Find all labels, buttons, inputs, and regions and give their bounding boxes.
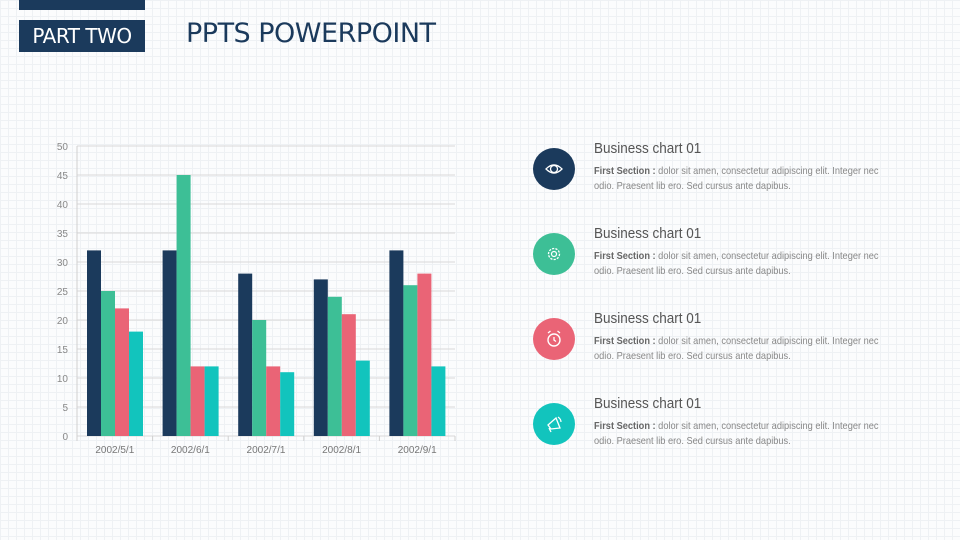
y-tick-label: 50 xyxy=(57,142,69,153)
y-tick-label: 0 xyxy=(62,432,68,443)
item-title: Business chart 01 xyxy=(594,310,702,327)
bar xyxy=(129,331,143,436)
bar xyxy=(417,273,432,436)
bar xyxy=(313,279,328,436)
y-tick-label: 45 xyxy=(57,171,69,182)
bar xyxy=(252,320,267,436)
page-title: PPTS POWERPOINT xyxy=(186,18,436,49)
bar xyxy=(431,366,446,436)
item-text: dolor sit amen, consectetur adipiscing e… xyxy=(594,420,879,447)
bar xyxy=(162,250,177,436)
x-tick-label: 2002/9/1 xyxy=(398,445,437,456)
bar xyxy=(190,366,205,436)
bar xyxy=(327,296,342,436)
y-tick-label: 10 xyxy=(57,374,69,385)
info-item: Business chart 01 First Section : dolor … xyxy=(533,395,913,475)
bar xyxy=(101,291,115,436)
item-title: Business chart 01 xyxy=(594,140,702,157)
bar xyxy=(115,308,129,436)
y-tick-label: 25 xyxy=(57,287,69,298)
icon-circle xyxy=(533,403,575,445)
icon-circle xyxy=(533,148,575,190)
y-tick-label: 35 xyxy=(57,229,69,240)
x-tick-label: 2002/7/1 xyxy=(247,445,286,456)
bar xyxy=(341,314,356,436)
y-tick-label: 5 xyxy=(62,403,68,414)
y-tick-label: 20 xyxy=(57,316,69,327)
item-text: dolor sit amen, consectetur adipiscing e… xyxy=(594,165,879,192)
megaphone-icon xyxy=(547,416,562,433)
item-description: First Section : dolor sit amen, consecte… xyxy=(594,334,884,364)
bar xyxy=(355,360,370,436)
item-description: First Section : dolor sit amen, consecte… xyxy=(594,164,884,194)
item-description: First Section : dolor sit amen, consecte… xyxy=(594,419,884,449)
info-item: Business chart 01 First Section : dolor … xyxy=(533,140,913,220)
item-text: dolor sit amen, consectetur adipiscing e… xyxy=(594,335,879,362)
header-bar xyxy=(19,0,145,10)
bar xyxy=(403,285,418,436)
icon-circle xyxy=(533,318,575,360)
item-title: Business chart 01 xyxy=(594,395,702,412)
section-tag: PART TWO xyxy=(19,20,145,52)
info-item: Business chart 01 First Section : dolor … xyxy=(533,225,913,305)
bar xyxy=(176,175,191,436)
eye-icon xyxy=(545,164,563,174)
alarm-clock-icon xyxy=(547,330,561,347)
info-item: Business chart 01 First Section : dolor … xyxy=(533,310,913,390)
item-description: First Section : dolor sit amen, consecte… xyxy=(594,249,884,279)
item-label: First Section : xyxy=(594,250,656,262)
bar xyxy=(389,250,404,436)
x-tick-label: 2002/8/1 xyxy=(322,445,361,456)
item-title: Business chart 01 xyxy=(594,225,702,242)
y-tick-label: 15 xyxy=(57,345,69,356)
bar xyxy=(280,372,295,436)
icon-circle xyxy=(533,233,575,275)
y-tick-label: 30 xyxy=(57,258,69,269)
item-label: First Section : xyxy=(594,165,656,177)
item-text: dolor sit amen, consectetur adipiscing e… xyxy=(594,250,879,277)
bar xyxy=(266,366,281,436)
bar xyxy=(87,250,101,436)
item-label: First Section : xyxy=(594,420,656,432)
y-tick-label: 40 xyxy=(57,200,69,211)
gear-icon xyxy=(547,247,561,261)
x-tick-label: 2002/6/1 xyxy=(171,445,210,456)
bar xyxy=(204,366,219,436)
item-label: First Section : xyxy=(594,335,656,347)
bar xyxy=(238,273,253,436)
x-tick-label: 2002/5/1 xyxy=(95,445,134,456)
